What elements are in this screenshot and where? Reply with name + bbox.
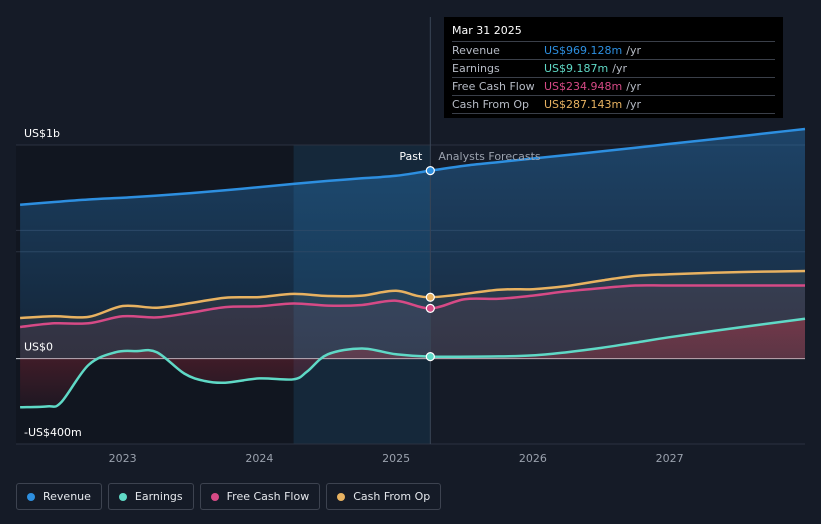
- line-cash-from-op: [20, 269, 806, 320]
- legend-item-free-cash-flow[interactable]: Free Cash Flow: [199, 483, 321, 510]
- y-tick-label: US$1b: [24, 127, 60, 140]
- area-cash-from-op: [20, 271, 806, 359]
- series-areas: [20, 129, 806, 408]
- tooltip-value: US$234.948m: [544, 80, 623, 93]
- line-free-cash-flow: [19, 284, 805, 329]
- line-earnings: [20, 317, 806, 409]
- marker-earnings: [425, 352, 435, 362]
- line-revenue: [19, 127, 806, 207]
- x-tick-label: 2026: [519, 452, 547, 465]
- y-tick-label: US$0: [24, 341, 53, 354]
- series-lines: [19, 127, 806, 409]
- tooltip-date: Mar 31 2025: [452, 24, 775, 42]
- legend-dot-icon: [27, 492, 35, 501]
- tooltip-row-free-cash-flow: Free Cash Flow US$234.948m /yr: [452, 78, 775, 96]
- legend-label: Free Cash Flow: [226, 490, 310, 503]
- x-tick-label: 2025: [382, 452, 410, 465]
- x-axis-labels: 2023 2024 2025 2026 2027: [109, 452, 684, 465]
- y-axis-labels: US$1b US$0 -US$400m: [24, 127, 82, 439]
- tooltip-unit: /yr: [612, 62, 627, 75]
- x-tick-label: 2023: [109, 452, 137, 465]
- marker-free-cash-flow: [425, 303, 435, 313]
- tooltip-row-earnings: Earnings US$9.187m /yr: [452, 60, 775, 78]
- legend-item-earnings[interactable]: Earnings: [107, 483, 194, 510]
- legend-label: Revenue: [43, 490, 91, 503]
- tooltip-value: US$969.128m: [544, 44, 623, 57]
- tooltip-label: Free Cash Flow: [452, 80, 535, 93]
- tooltip-markers: [425, 166, 435, 362]
- legend-dot-icon: [118, 492, 127, 501]
- legend-dot-icon: [337, 492, 346, 501]
- tooltip-row-cash-from-op: Cash From Op US$287.143m /yr: [452, 96, 775, 114]
- marker-cash-from-op: [425, 292, 435, 302]
- forecast-label: Analysts Forecasts: [438, 150, 541, 163]
- legend-dot-icon: [210, 492, 219, 501]
- tooltip-label: Cash From Op: [452, 98, 530, 111]
- legend-label: Earnings: [134, 490, 183, 503]
- x-tick-label: 2024: [245, 452, 273, 465]
- marker-revenue: [425, 166, 435, 176]
- tooltip-label: Revenue: [452, 44, 500, 57]
- past-label: Past: [399, 150, 423, 163]
- x-tick-label: 2027: [656, 452, 684, 465]
- area-free-cash-flow: [20, 285, 806, 359]
- tooltip-unit: /yr: [626, 44, 641, 57]
- chart-legend: Revenue Earnings Free Cash Flow Cash Fro…: [16, 483, 442, 510]
- data-tooltip: Mar 31 2025 Revenue US$969.128m /yr Earn…: [444, 17, 783, 118]
- tooltip-row-revenue: Revenue US$969.128m /yr: [452, 42, 775, 60]
- tooltip-unit: /yr: [626, 98, 641, 111]
- legend-label: Cash From Op: [353, 490, 431, 503]
- area-earnings: [20, 318, 806, 408]
- area-revenue: [20, 129, 806, 359]
- legend-item-cash-from-op[interactable]: Cash From Op: [326, 483, 442, 510]
- tooltip-value: US$287.143m: [544, 98, 623, 111]
- y-tick-label: -US$400m: [24, 426, 82, 439]
- tooltip-label: Earnings: [452, 62, 500, 75]
- tooltip-unit: /yr: [626, 80, 641, 93]
- legend-item-revenue[interactable]: Revenue: [16, 483, 102, 510]
- tooltip-value: US$9.187m: [544, 62, 609, 75]
